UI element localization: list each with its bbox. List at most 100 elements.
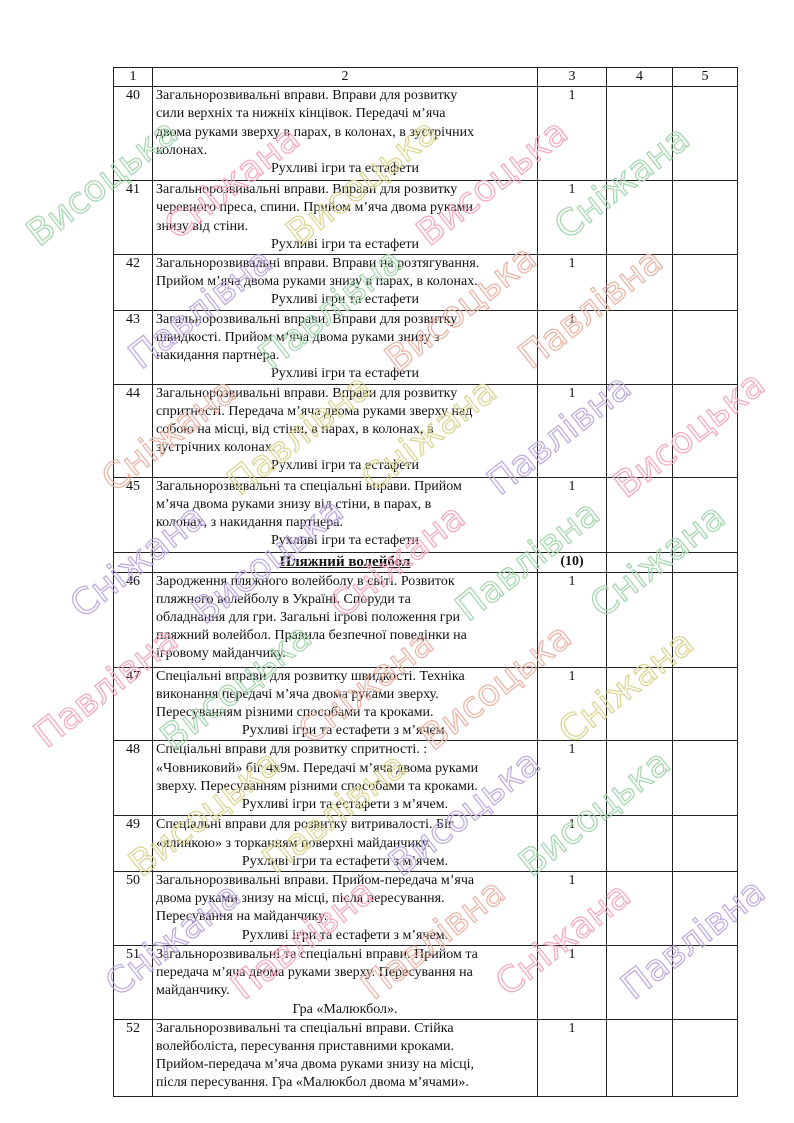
lesson-topic: Спеціальні вправи для розвитку спритност… xyxy=(152,740,538,817)
topic-line: пляжного волейболу в Україні. Споруди та xyxy=(156,591,411,607)
section-title: Пляжний волейбол xyxy=(152,551,538,573)
topic-subtitle: Рухливі ігри та естафети xyxy=(270,161,420,177)
lesson-number: 46 xyxy=(113,571,153,668)
lesson-number: 48 xyxy=(113,740,153,817)
empty-cell xyxy=(606,945,673,1020)
hours-cell: 1 xyxy=(537,309,607,385)
topic-line: швидкості. Прийом м’яча двома руками зни… xyxy=(156,329,440,345)
empty-cell xyxy=(606,571,673,668)
lesson-topic: Спеціальні вправи для розвитку витривало… xyxy=(152,815,538,873)
empty-cell xyxy=(672,666,738,742)
empty-cell xyxy=(606,815,673,873)
topic-subtitle: Гра «Малюкбол». xyxy=(292,1001,398,1017)
lesson-number: 40 xyxy=(113,86,153,182)
topic-line: Зародження пляжного волейболу в світі. Р… xyxy=(156,573,455,589)
table-row: 42 Загальнорозвивальні вправи. Вправи на … xyxy=(113,254,738,311)
topic-line: Загальнорозвивальні вправи. Вправи для р… xyxy=(156,385,458,401)
topic-line: після пересування. Гра «Малюкбол двома м… xyxy=(156,1075,469,1091)
empty-cell xyxy=(672,740,738,817)
topic-line: «ялинкою» з торканням поверхні майданчик… xyxy=(156,835,431,851)
topic-line: Загальнорозвивальні та спеціальні вправи… xyxy=(156,947,478,963)
lesson-topic: Загальнорозвивальні та спеціальні вправи… xyxy=(152,945,538,1020)
header-row: 1 2 3 4 5 xyxy=(113,66,738,88)
empty-cell xyxy=(113,551,153,573)
topic-line: колонах. xyxy=(156,142,208,158)
topic-line: майданчику. xyxy=(156,983,230,999)
topic-line: Загальнорозвивальні та спеціальні вправи… xyxy=(156,1020,454,1036)
header-cell: 1 xyxy=(113,66,153,88)
lesson-number: 49 xyxy=(113,815,153,873)
empty-cell xyxy=(672,945,738,1020)
lesson-topic: Зародження пляжного волейболу в світі. Р… xyxy=(152,571,538,668)
empty-cell xyxy=(672,383,738,478)
lesson-number: 52 xyxy=(113,1018,153,1097)
table-row: 43 Загальнорозвивальні вправи. Вправи для… xyxy=(113,309,738,385)
table-row: 41 Загальнорозвивальні вправи. Вправи для… xyxy=(113,180,738,256)
section-row: Пляжний волейбол (10) xyxy=(113,551,738,573)
header-cell: 4 xyxy=(606,66,673,88)
empty-cell xyxy=(606,1018,673,1097)
empty-cell xyxy=(672,871,738,947)
topic-subtitle: Рухливі ігри та естафети з м’ячем. xyxy=(241,853,449,869)
empty-cell xyxy=(672,180,738,256)
table-row: 50 Загальнорозвивальні вправи. Прийом-пер… xyxy=(113,871,738,947)
empty-cell xyxy=(606,740,673,817)
table-row: 40 Загальнорозвивальні вправи. Вправи для… xyxy=(113,86,738,182)
topic-subtitle: Рухливі ігри та естафети xyxy=(270,236,420,252)
empty-cell xyxy=(606,476,673,553)
lesson-number: 43 xyxy=(113,309,153,385)
hours-cell: 1 xyxy=(537,86,607,182)
lesson-topic: Загальнорозвивальні вправи. Вправи на ро… xyxy=(152,254,538,311)
empty-cell xyxy=(606,551,673,573)
topic-line: спритності. Передача м’яча двома руками … xyxy=(156,403,473,419)
lesson-number: 50 xyxy=(113,871,153,947)
hours-cell: 1 xyxy=(537,180,607,256)
topic-line: собою на місці, від стіни, в парах, в ко… xyxy=(156,422,434,438)
topic-line: двома руками знизу на місці, після перес… xyxy=(156,891,445,907)
topic-subtitle: Рухливі ігри та естафети xyxy=(270,292,420,308)
topic-line: виконання передачі м’яча двома руками зв… xyxy=(156,686,439,702)
topic-line: Прийом м’яча двома руками знизу в парах,… xyxy=(156,274,478,290)
topic-line: двома руками зверху в парах, в колонах, … xyxy=(156,124,475,140)
lesson-topic: Загальнорозвивальні вправи. Вправи для р… xyxy=(152,383,538,478)
lesson-topic: Загальнорозвивальні вправи. Вправи для р… xyxy=(152,309,538,385)
table-row: 49 Спеціальні вправи для розвитку витрива… xyxy=(113,815,738,873)
topic-subtitle: Рухливі ігри та естафети xyxy=(270,366,420,382)
table-row: 45 Загальнорозвивальні та спеціальні впра… xyxy=(113,476,738,553)
lesson-number: 47 xyxy=(113,666,153,742)
topic-line: передача м’яча двома руками зверху. Пере… xyxy=(156,965,473,981)
empty-cell xyxy=(606,254,673,311)
hours-cell: 1 xyxy=(537,571,607,668)
hours-cell: 1 xyxy=(537,945,607,1020)
topic-line: Загальнорозвивальні вправи. Вправи для р… xyxy=(156,88,458,104)
topic-line: Пересуванням різними способами та крокам… xyxy=(156,705,434,721)
topic-subtitle: Рухливі ігри та естафети xyxy=(270,533,420,549)
topic-line: м’яча двома руками знизу від стіни, в па… xyxy=(156,496,432,512)
topic-line: Загальнорозвивальні вправи. Вправи для р… xyxy=(156,311,458,327)
topic-line: черевного преса, спини. Прийом м’яча дво… xyxy=(156,200,474,216)
lesson-number: 44 xyxy=(113,383,153,478)
lesson-topic: Загальнорозвивальні та спеціальні вправи… xyxy=(152,1018,538,1097)
topic-line: «Човниковий» біг 4х9м. Передачі м’яча дв… xyxy=(156,760,479,776)
topic-line: зверху. Пересуванням різними способами т… xyxy=(156,778,478,794)
hours-cell: 1 xyxy=(537,254,607,311)
topic-subtitle: Рухливі ігри та естафети з м’ячем. xyxy=(241,797,449,813)
lesson-number: 51 xyxy=(113,945,153,1020)
curriculum-table: 1 2 3 4 5 40 Загальнорозвивальні вправи. … xyxy=(113,66,738,1097)
topic-subtitle: Рухливі ігри та естафети з м’ячем. xyxy=(241,927,449,943)
topic-line: Спеціальні вправи для розвитку швидкості… xyxy=(156,668,465,684)
empty-cell xyxy=(606,86,673,182)
empty-cell xyxy=(672,476,738,553)
hours-cell: 1 xyxy=(537,1018,607,1097)
lesson-topic: Спеціальні вправи для розвитку швидкості… xyxy=(152,666,538,742)
empty-cell xyxy=(672,1018,738,1097)
lesson-topic: Загальнорозвивальні вправи. Вправи для р… xyxy=(152,180,538,256)
topic-line: волейболіста, пересування приставними кр… xyxy=(156,1039,455,1055)
topic-line: Загальнорозвивальні вправи. Прийом-перед… xyxy=(156,873,475,889)
table-row: 46 Зародження пляжного волейболу в світі.… xyxy=(113,571,738,668)
empty-cell xyxy=(672,551,738,573)
empty-cell xyxy=(672,309,738,385)
topic-line: Прийом-передача м’яча двома руками знизу… xyxy=(156,1057,474,1073)
empty-cell xyxy=(672,86,738,182)
topic-line: колонах, з накидання партнера. xyxy=(156,515,343,531)
